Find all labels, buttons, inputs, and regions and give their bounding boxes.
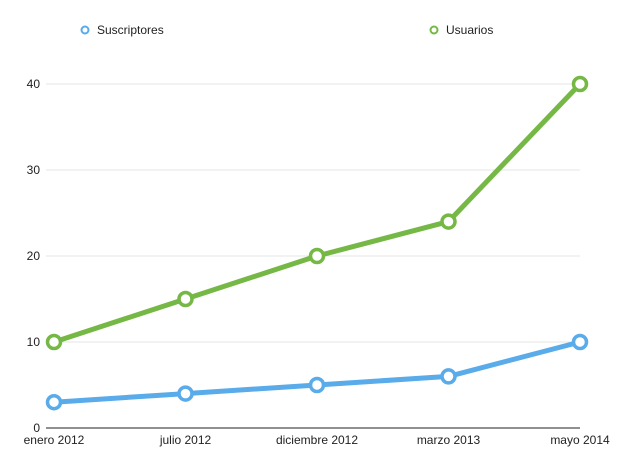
- series-usuarios: [45, 75, 589, 351]
- data-point: [308, 247, 326, 265]
- y-tick-label: 40: [27, 77, 41, 91]
- data-point: [571, 75, 589, 93]
- data-point: [45, 393, 63, 411]
- data-point: [177, 290, 194, 308]
- y-tick-label: 30: [27, 163, 41, 177]
- data-point: [308, 376, 326, 394]
- series-line: [51, 81, 583, 345]
- series-suscriptores: [45, 333, 589, 411]
- legend-marker: [80, 25, 90, 35]
- y-axis: 0 10 20 30 40: [27, 77, 41, 435]
- grid-lines: [46, 83, 580, 343]
- data-point: [440, 368, 457, 385]
- legend-marker: [429, 25, 439, 35]
- y-tick-label: 20: [27, 249, 41, 263]
- y-tick-label: 0: [33, 421, 40, 435]
- x-tick-label: julio 2012: [159, 433, 212, 447]
- x-tick-label: enero 2012: [24, 433, 85, 447]
- x-axis: enero 2012 julio 2012 diciembre 2012 marzo …: [24, 427, 610, 447]
- legend-label: Usuarios: [446, 23, 493, 37]
- data-point: [440, 213, 457, 230]
- data-point: [45, 333, 63, 351]
- data-point: [571, 333, 589, 351]
- legend-label: Suscriptores: [97, 23, 164, 37]
- legend: Suscriptores Usuarios: [80, 23, 493, 37]
- x-tick-label: mayo 2014: [550, 433, 610, 447]
- y-tick-label: 10: [27, 335, 41, 349]
- legend-item: Suscriptores: [80, 23, 164, 37]
- series-layer: [45, 75, 589, 411]
- data-point: [177, 385, 194, 402]
- x-tick-label: marzo 2013: [417, 433, 481, 447]
- legend-item: Usuarios: [429, 23, 493, 37]
- x-tick-label: diciembre 2012: [276, 433, 358, 447]
